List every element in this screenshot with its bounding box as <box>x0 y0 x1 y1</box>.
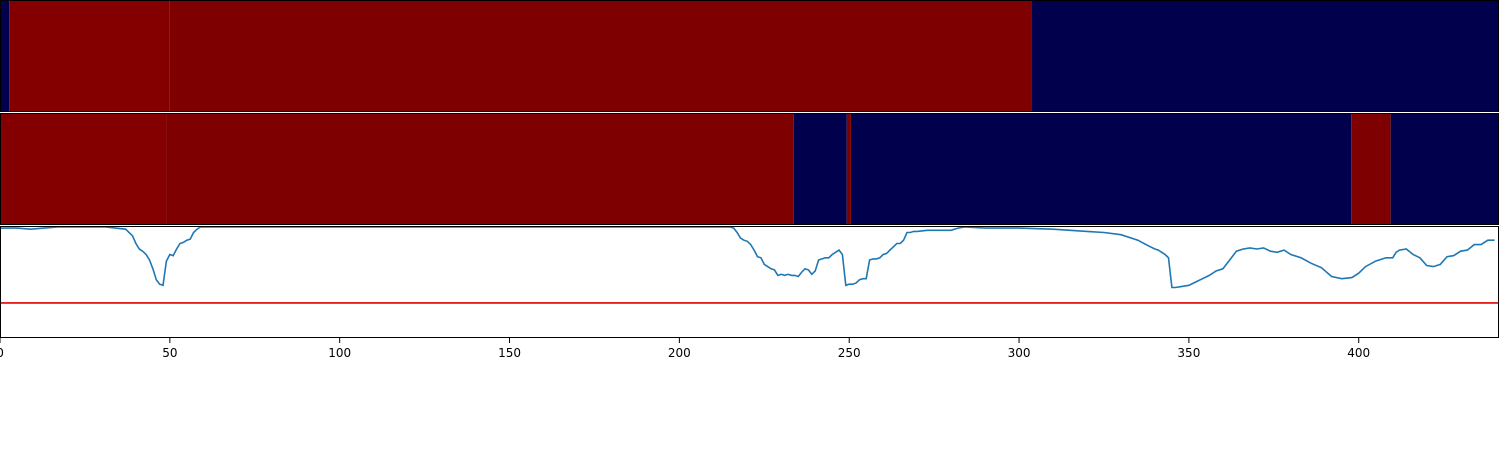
heatmap-2-segment-2 <box>793 114 847 224</box>
line-plot-area <box>0 226 1498 338</box>
x-tick-label-100: 100 <box>328 346 351 360</box>
x-tick-label-400: 400 <box>1347 346 1370 360</box>
x-tick-label-150: 150 <box>498 346 521 360</box>
heatmap-1-segment-3 <box>1031 1 1498 111</box>
heatmap-panel-2-frame <box>0 113 1499 225</box>
x-tick-label-250: 250 <box>838 346 861 360</box>
heatmap-2-segment-0 <box>0 114 167 224</box>
series-line <box>0 226 1495 289</box>
x-tick-label-300: 300 <box>1008 346 1031 360</box>
x-axis: 0 50 100 150 200 250 300 350 400 <box>0 338 1370 360</box>
heatmap-2-segment-1 <box>166 114 794 224</box>
heatmap-panel-1-frame <box>0 0 1499 112</box>
heatmap-1-segment-2 <box>169 1 1032 111</box>
heatmap-2-segment-3 <box>846 114 851 224</box>
heatmap-panel-1 <box>0 1 1498 111</box>
x-tick-label-350: 350 <box>1177 346 1200 360</box>
heatmap-panel-2 <box>0 114 1498 224</box>
heatmap-2-segment-4 <box>850 114 1352 224</box>
heatmap-2-segment-6 <box>1390 114 1498 224</box>
x-tick-label-50: 50 <box>162 346 177 360</box>
heatmap-1-segment-1 <box>9 1 170 111</box>
heatmap-2-segment-5 <box>1351 114 1391 224</box>
x-tick-label-200: 200 <box>668 346 691 360</box>
panel-frames <box>0 0 1499 338</box>
line-panel <box>0 226 1498 338</box>
x-tick-label-0: 0 <box>0 346 4 360</box>
heatmap-1-segment-0 <box>0 1 10 111</box>
line-panel-frame <box>0 226 1499 338</box>
